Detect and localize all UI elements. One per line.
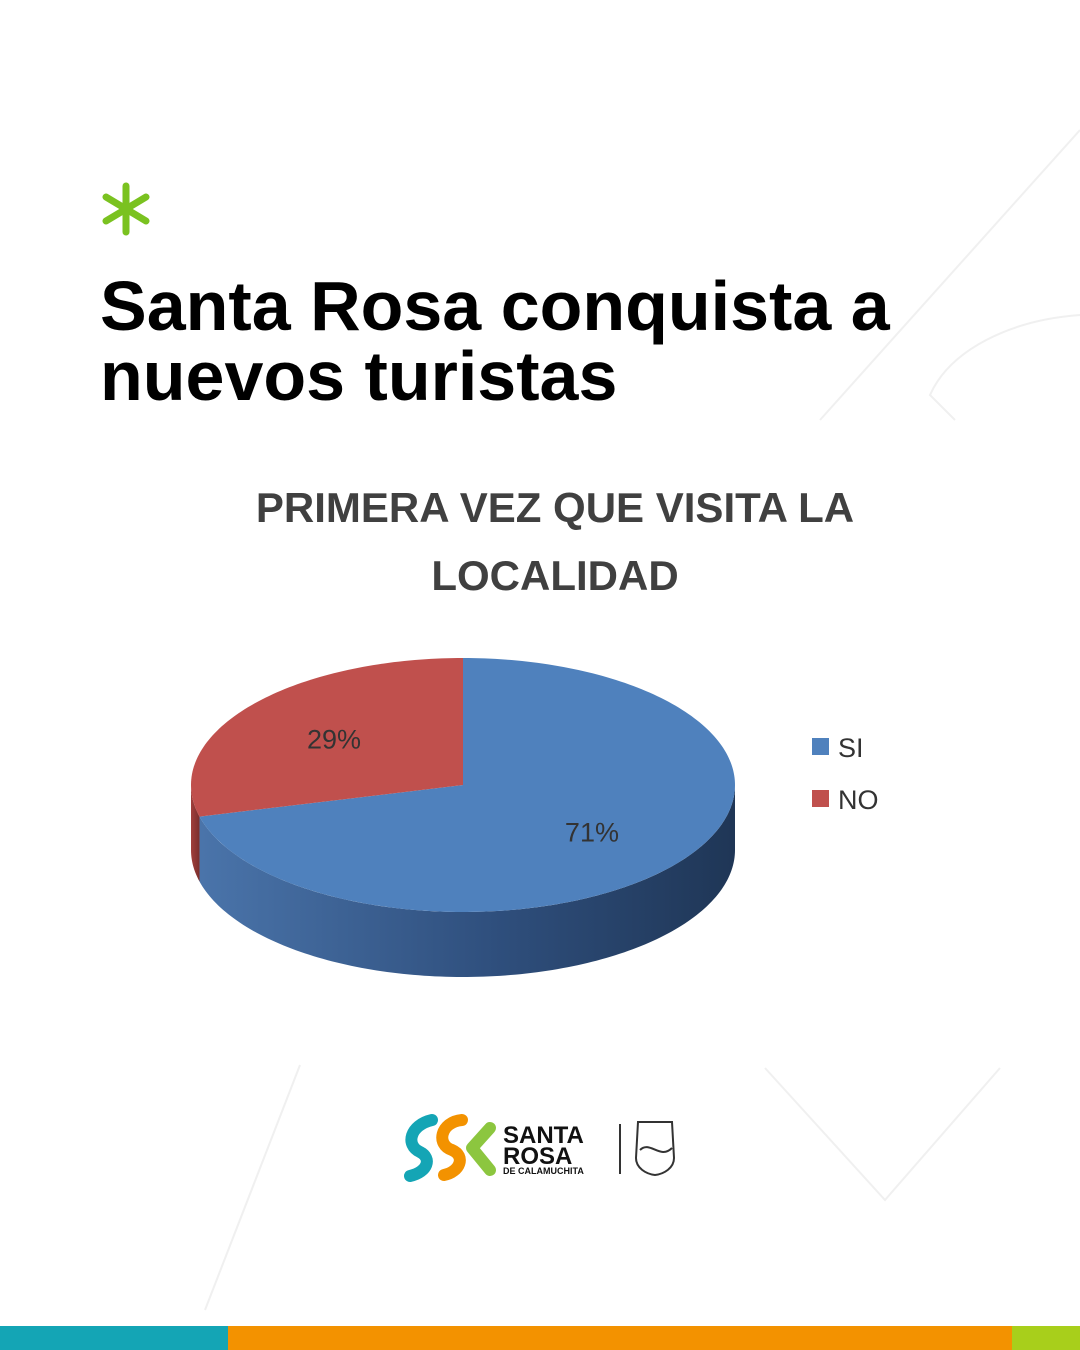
- legend-label: SI: [838, 733, 864, 763]
- pie-slice: [199, 658, 735, 912]
- logo-text: DE CALAMUCHITA: [503, 1166, 584, 1176]
- legend-label: NO: [838, 785, 879, 815]
- pie-slice: [191, 658, 464, 817]
- legend-swatch: [812, 738, 829, 755]
- bottom-bar: [1012, 1326, 1080, 1350]
- legend: SI NO: [812, 733, 879, 815]
- logo-shape: [466, 1122, 496, 1176]
- logo-shape: [404, 1114, 438, 1182]
- bottom-bar: [228, 1326, 1012, 1350]
- headline: Santa Rosa conquista a: [100, 267, 891, 345]
- chart-title: LOCALIDAD: [431, 552, 678, 599]
- asterisk-icon: [102, 182, 150, 236]
- crest: [639, 1146, 673, 1153]
- slice-side: [191, 785, 200, 882]
- crest: [634, 1121, 676, 1177]
- legend-swatch: [812, 790, 829, 807]
- logo-shape: [436, 1114, 468, 1181]
- pie-chart: 71% 29%: [191, 658, 735, 977]
- bottom-bar: [0, 1326, 228, 1350]
- chart-title: PRIMERA VEZ QUE VISITA LA: [256, 484, 854, 531]
- data-label: 29%: [307, 724, 361, 754]
- data-label: 71%: [565, 818, 619, 848]
- slice-side: [199, 785, 735, 977]
- background-lines: [204, 129, 1080, 1311]
- logo-text: ROSA: [503, 1143, 572, 1170]
- logo-text: SANTA: [503, 1122, 584, 1149]
- headline: nuevos turistas: [100, 337, 617, 415]
- logo: SANTA ROSA DE CALAMUCHITA: [404, 1114, 676, 1182]
